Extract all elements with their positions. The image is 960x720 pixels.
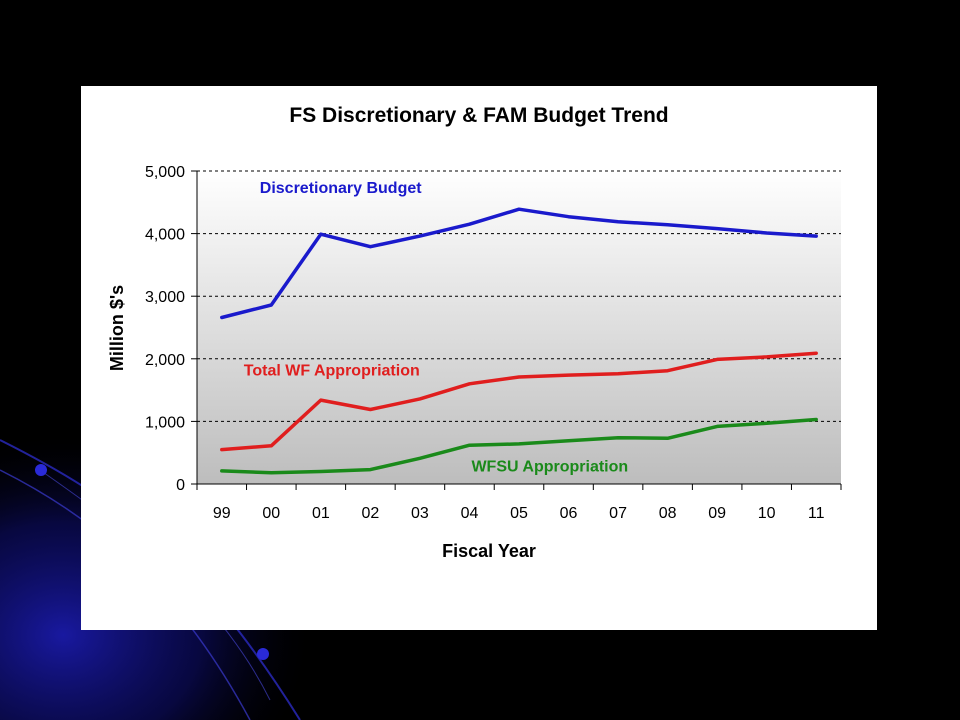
series-lines xyxy=(220,207,818,475)
chart-panel: 0 1,000 2,000 3,000 4,000 5,000 99 00 01 02 03 04 05… xyxy=(81,86,877,630)
axes xyxy=(191,170,842,490)
x-tick-label: 00 xyxy=(262,505,280,522)
x-tick-label: 08 xyxy=(659,505,677,522)
y-tick-label: 2,000 xyxy=(145,352,185,369)
chart-title: FS Discretionary & FAM Budget Trend xyxy=(289,104,668,127)
x-tick-label: 09 xyxy=(708,505,726,522)
series-line xyxy=(220,417,818,475)
x-tick-label: 04 xyxy=(461,505,479,522)
line-chart: 0 1,000 2,000 3,000 4,000 5,000 99 00 01 02 03 04 05… xyxy=(107,104,842,561)
series-line xyxy=(220,351,818,452)
decor-dot xyxy=(35,464,47,476)
x-tick-label: 05 xyxy=(510,505,528,522)
y-tick-label: 3,000 xyxy=(145,289,185,306)
x-tick-label: 99 xyxy=(213,505,231,522)
series-label: WFSU Appropriation xyxy=(471,458,628,475)
x-tick-label: 03 xyxy=(411,505,429,522)
series-line xyxy=(220,207,818,320)
y-tick-label: 1,000 xyxy=(145,414,185,431)
x-tick-label: 01 xyxy=(312,505,330,522)
x-tick-label: 11 xyxy=(808,505,825,522)
series-label: Total WF Appropriation xyxy=(244,363,420,380)
series-label: Discretionary Budget xyxy=(260,180,422,197)
x-tick-label: 07 xyxy=(609,505,627,522)
labels: 0 1,000 2,000 3,000 4,000 5,000 99 00 01 02 03 04 05… xyxy=(145,164,825,522)
x-axis-title: Fiscal Year xyxy=(442,541,536,561)
x-tick-label: 02 xyxy=(361,505,379,522)
x-tick-label: 06 xyxy=(560,505,578,522)
y-tick-label: 5,000 xyxy=(145,164,185,181)
x-tick-label: 10 xyxy=(758,505,776,522)
y-tick-label: 0 xyxy=(176,477,185,494)
y-axis-title: Million $'s xyxy=(107,285,127,371)
y-tick-label: 4,000 xyxy=(145,227,185,244)
plot-area xyxy=(197,171,841,484)
decor-dot xyxy=(257,648,269,660)
